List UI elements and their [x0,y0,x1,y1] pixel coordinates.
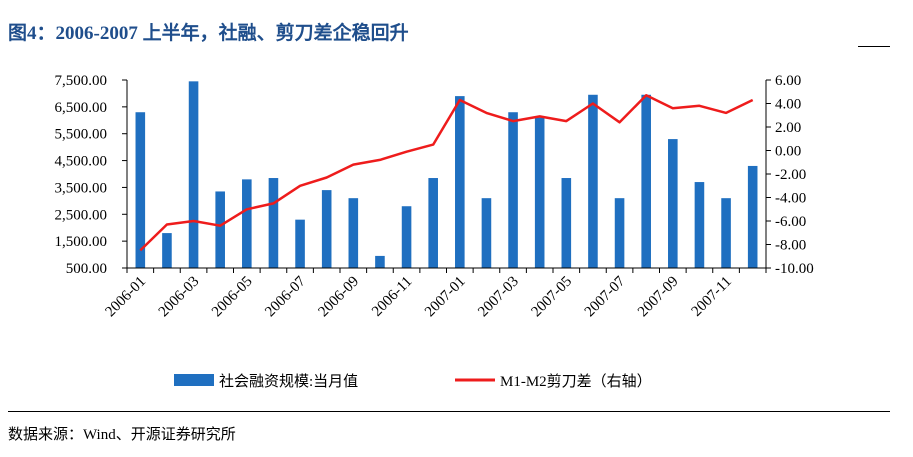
bar-2007-05 [561,178,572,268]
bar-2007-09 [668,139,678,268]
bar-2006-06 [268,178,279,268]
legend-bar-label: 社会融资规模:当月值 [219,373,358,390]
bar-2006-02 [162,233,172,268]
left-tick-label: 4,500.00 [55,154,108,170]
x-tick-label: 2006-07 [262,273,309,320]
bar-2006-07 [295,219,305,268]
right-tick-label: -4.00 [775,191,806,207]
left-tick-label: 3,500.00 [55,180,108,196]
bar-2007-04 [534,117,545,268]
bar-2007-02 [481,198,492,268]
left-tick-label: 5,500.00 [55,127,108,143]
bar-2006-11 [401,206,412,268]
source-note: 数据来源：Wind、开源证券研究所 [8,427,236,443]
left-tick-label: 6,500.00 [55,100,108,116]
bar-2006-03 [188,81,199,268]
bar-2007-11 [721,198,731,268]
bar-series [135,81,758,269]
bar-2007-01 [455,96,465,268]
x-tick-label: 2007-05 [528,274,575,321]
bar-2006-09 [348,198,359,268]
left-tick-label: 500.00 [66,261,107,277]
bar-2007-07 [614,198,625,268]
left-tick-label: 1,500.00 [55,234,108,250]
right-tick-label: 2.00 [775,120,801,136]
bar-2007-03 [508,112,518,268]
x-tick-label: 2006-05 [209,274,256,321]
chart-title: 图4：2006-2007 上半年，社融、剪刀差企稳回升 [8,23,409,44]
x-tick-label: 2006-03 [156,274,203,321]
line-m1-m2-scissors [139,94,754,252]
x-tick-label: 2006-09 [315,274,362,321]
x-tick-label: 2006-01 [102,274,149,321]
x-tick-label: 2007-01 [422,274,469,321]
line-series [139,94,754,252]
right-tick-label: -8.00 [775,238,806,254]
x-tick-label: 2007-07 [582,273,629,320]
x-tick-label: 2006-11 [369,274,415,320]
bottom-rule [8,411,890,412]
bar-2007-08 [641,94,651,269]
left-tick-label: 2,500.00 [55,207,108,223]
bar-2006-05 [242,179,252,268]
right-tick-label: -2.00 [775,167,806,183]
legend: 社会融资规模:当月值 M1-M2剪刀差（右轴） [174,373,652,390]
legend-line-label: M1-M2剪刀差（右轴） [500,373,652,390]
left-tick-label: 7,500.00 [55,73,108,89]
chart: 500.00 1,500.00 2,500.00 3,500.00 4,500.00 5,… [55,73,814,390]
right-tick-label: -10.00 [775,261,814,277]
right-tick-label: 4.00 [775,97,801,113]
bar-2006-04 [215,191,225,268]
bar-2006-08 [321,190,332,268]
bar-2007-12 [747,165,758,268]
right-tick-label: 6.00 [775,73,801,89]
right-tick-label: -6.00 [775,214,806,230]
title-rule [858,46,890,47]
right-tick-label: 0.00 [775,144,801,160]
bar-2007-10 [694,182,705,268]
x-tick-label: 2007-09 [635,274,682,321]
x-tick-label: 2007-03 [475,274,522,321]
bar-2007-06 [588,94,598,269]
bar-2006-01 [135,112,146,268]
x-tick-label: 2007-11 [689,274,735,320]
legend-bar-swatch [174,374,214,386]
bar-2006-10 [375,255,385,268]
bar-2006-12 [428,178,438,268]
